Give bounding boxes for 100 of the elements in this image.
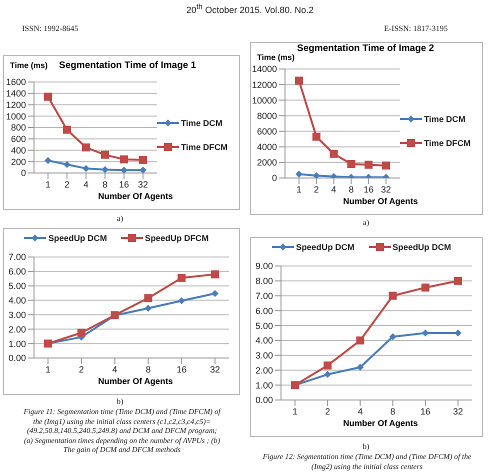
x-tick-label: 1 — [296, 184, 302, 194]
x-tick-label: 32 — [210, 364, 220, 374]
point — [212, 290, 218, 298]
point — [144, 304, 152, 312]
text: E-ISSN: 1817-3195 — [384, 24, 448, 33]
point — [144, 294, 152, 302]
y-tick-label: 800 — [10, 122, 26, 133]
x-tick-label: 2 — [78, 364, 84, 374]
y-tick-label: 14000 — [252, 64, 277, 74]
point — [356, 336, 364, 344]
y-tick-label: 1000 — [6, 111, 26, 122]
point — [330, 172, 338, 178]
point — [324, 370, 332, 378]
point — [295, 76, 303, 85]
y-tick-label: 6.00 — [255, 306, 273, 316]
text: a) — [116, 214, 124, 223]
x-tick-label: 8 — [348, 184, 354, 194]
point — [324, 361, 332, 370]
chart-title: Segmentation Time of Image 2 — [297, 43, 434, 54]
x-tick-label: 32 — [138, 179, 148, 190]
point — [77, 328, 86, 337]
y-tick-label: 5.00 — [8, 281, 26, 292]
x-tick-label: 2 — [314, 184, 319, 194]
point — [101, 150, 109, 159]
point — [64, 160, 70, 168]
y-tick-label: 9.00 — [255, 261, 273, 272]
y-tick-label: 4000 — [256, 142, 277, 152]
point — [454, 330, 462, 336]
x-tick-label: 1 — [45, 364, 51, 374]
point — [120, 155, 128, 164]
x-tick-label: 8 — [102, 179, 108, 190]
y-tick-label: 10000 — [252, 95, 277, 106]
y-tick-label: 3.00 — [8, 310, 26, 320]
y-tick-label: 3.00 — [255, 350, 273, 361]
point — [120, 166, 128, 173]
y-tick-label: 1.00 — [8, 338, 26, 349]
point — [44, 92, 52, 101]
text: 20$^{th}$ October 2015. Vol.80. No.2 — [185, 2, 315, 15]
y-tick-label: 1.00 — [255, 380, 273, 390]
x-tick-label: 1 — [45, 179, 51, 190]
point — [347, 160, 356, 168]
legend-label: SpeedUp DCM — [296, 242, 354, 252]
y-tick-label: 600 — [10, 134, 26, 144]
x-tick-label: 16 — [176, 364, 187, 374]
x-tick-label: 8 — [146, 364, 151, 374]
y-axis-title: Time (ms) — [257, 53, 295, 62]
x-tick-label: 2 — [64, 179, 70, 190]
y-tick-label: 8.00 — [255, 276, 273, 286]
y-tick-label: 2.00 — [8, 324, 26, 334]
y-tick-label: 8000 — [256, 110, 277, 121]
y-tick-label: 7.00 — [255, 290, 273, 301]
point — [211, 270, 219, 278]
text: b) — [116, 397, 124, 406]
legend-label: Time DCM — [424, 114, 466, 124]
y-tick-label: 0 — [20, 168, 26, 178]
point — [63, 126, 71, 134]
y-tick-label: 6000 — [256, 126, 277, 136]
chart-title: Segmentation Time of Image 1 — [59, 60, 196, 71]
point — [454, 276, 462, 285]
point — [178, 274, 186, 282]
x-tick-label: 16 — [364, 184, 374, 194]
text: a) — [362, 218, 370, 227]
point — [382, 162, 390, 170]
legend-label: SpeedUp DCM — [392, 242, 452, 252]
legend-label: Time DFCM — [424, 138, 471, 148]
y-tick-label: 1200 — [6, 100, 26, 110]
y-tick-label: 4.00 — [255, 336, 273, 346]
point — [421, 284, 430, 292]
point — [356, 364, 364, 371]
x-tick-label: 4 — [331, 184, 336, 194]
x-tick-label: 1 — [292, 406, 298, 416]
legend-label: SpeedUp DFCM — [144, 233, 209, 243]
y-tick-label: 5.00 — [255, 320, 273, 331]
x-tick-label: 8 — [390, 406, 396, 416]
y-tick-label: 1400 — [6, 88, 26, 99]
x-tick-label: 16 — [118, 179, 130, 190]
y-tick-label: 0.00 — [255, 395, 273, 406]
x-axis-title: Number Of Agents — [97, 376, 174, 386]
y-tick-label: 0.00 — [8, 353, 26, 364]
x-tick-label: 4 — [83, 179, 89, 190]
x-tick-label: 2 — [325, 406, 330, 416]
point — [178, 297, 186, 304]
point — [44, 156, 52, 164]
legend-label: Time DCM — [181, 118, 222, 128]
x-tick-label: 32 — [452, 406, 464, 416]
point — [422, 330, 429, 336]
x-axis-title: Number Of Agents — [97, 191, 174, 201]
legend-label: SpeedUp DCM — [48, 233, 107, 243]
y-tick-label: 1600 — [6, 77, 26, 88]
point — [330, 150, 338, 158]
x-axis-title: Number Of Agents — [342, 418, 419, 428]
point — [139, 156, 147, 164]
x-tick-label: 16 — [420, 406, 430, 416]
point — [312, 172, 320, 178]
x-axis-title: Number Of Agents — [342, 196, 419, 206]
text: b) — [362, 442, 370, 451]
point — [388, 292, 397, 300]
y-tick-label: 4.00 — [8, 295, 26, 306]
y-tick-label: 400 — [10, 145, 26, 156]
text: ISSN: 1992-8645 — [22, 24, 78, 33]
